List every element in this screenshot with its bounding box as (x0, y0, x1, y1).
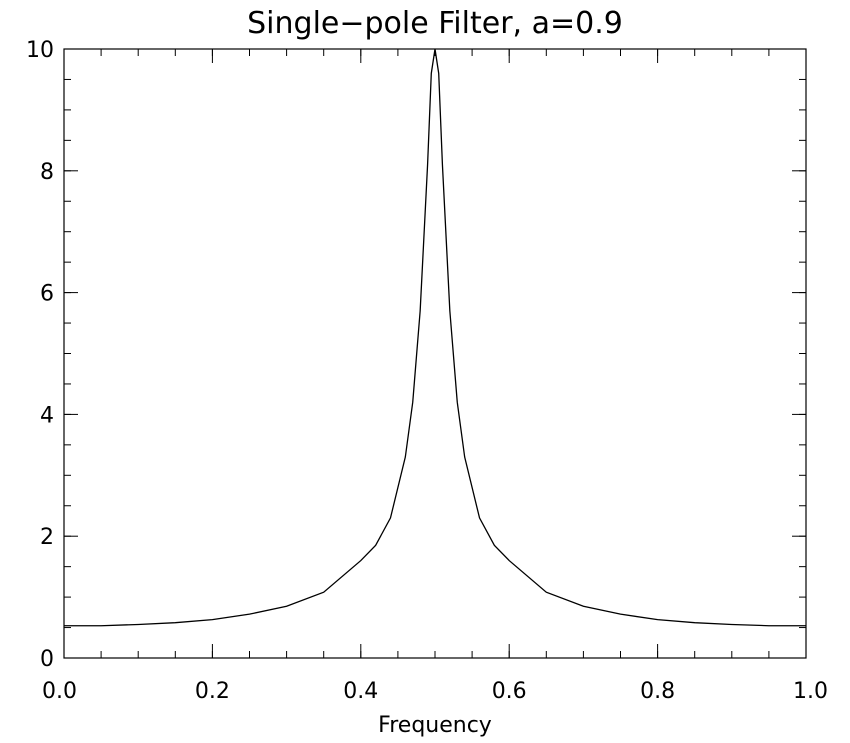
y-tick-label: 8 (40, 160, 54, 185)
axis-ticks (63, 48, 807, 659)
plot-frame (63, 48, 807, 659)
x-tick-label: 0.4 (343, 679, 378, 704)
chart-title: Single−pole Filter, a=0.9 (247, 6, 623, 41)
x-tick-label: 0.6 (492, 679, 527, 704)
x-tick-label: 0.0 (42, 679, 77, 704)
x-tick-label: 1.0 (793, 679, 828, 704)
series-line (64, 48, 806, 627)
y-tick-label: 0 (40, 647, 54, 672)
x-tick-label: 0.2 (195, 679, 230, 704)
tick-labels: 0.0 0.2 0.4 0.6 0.8 1.0 0 2 4 6 8 10 (26, 38, 828, 704)
y-tick-label: 2 (40, 525, 54, 550)
x-tick-label: 0.8 (640, 679, 675, 704)
x-axis-label: Frequency (378, 713, 492, 738)
y-tick-label: 4 (40, 403, 54, 428)
y-tick-label: 10 (26, 38, 54, 63)
y-tick-label: 6 (40, 282, 54, 307)
